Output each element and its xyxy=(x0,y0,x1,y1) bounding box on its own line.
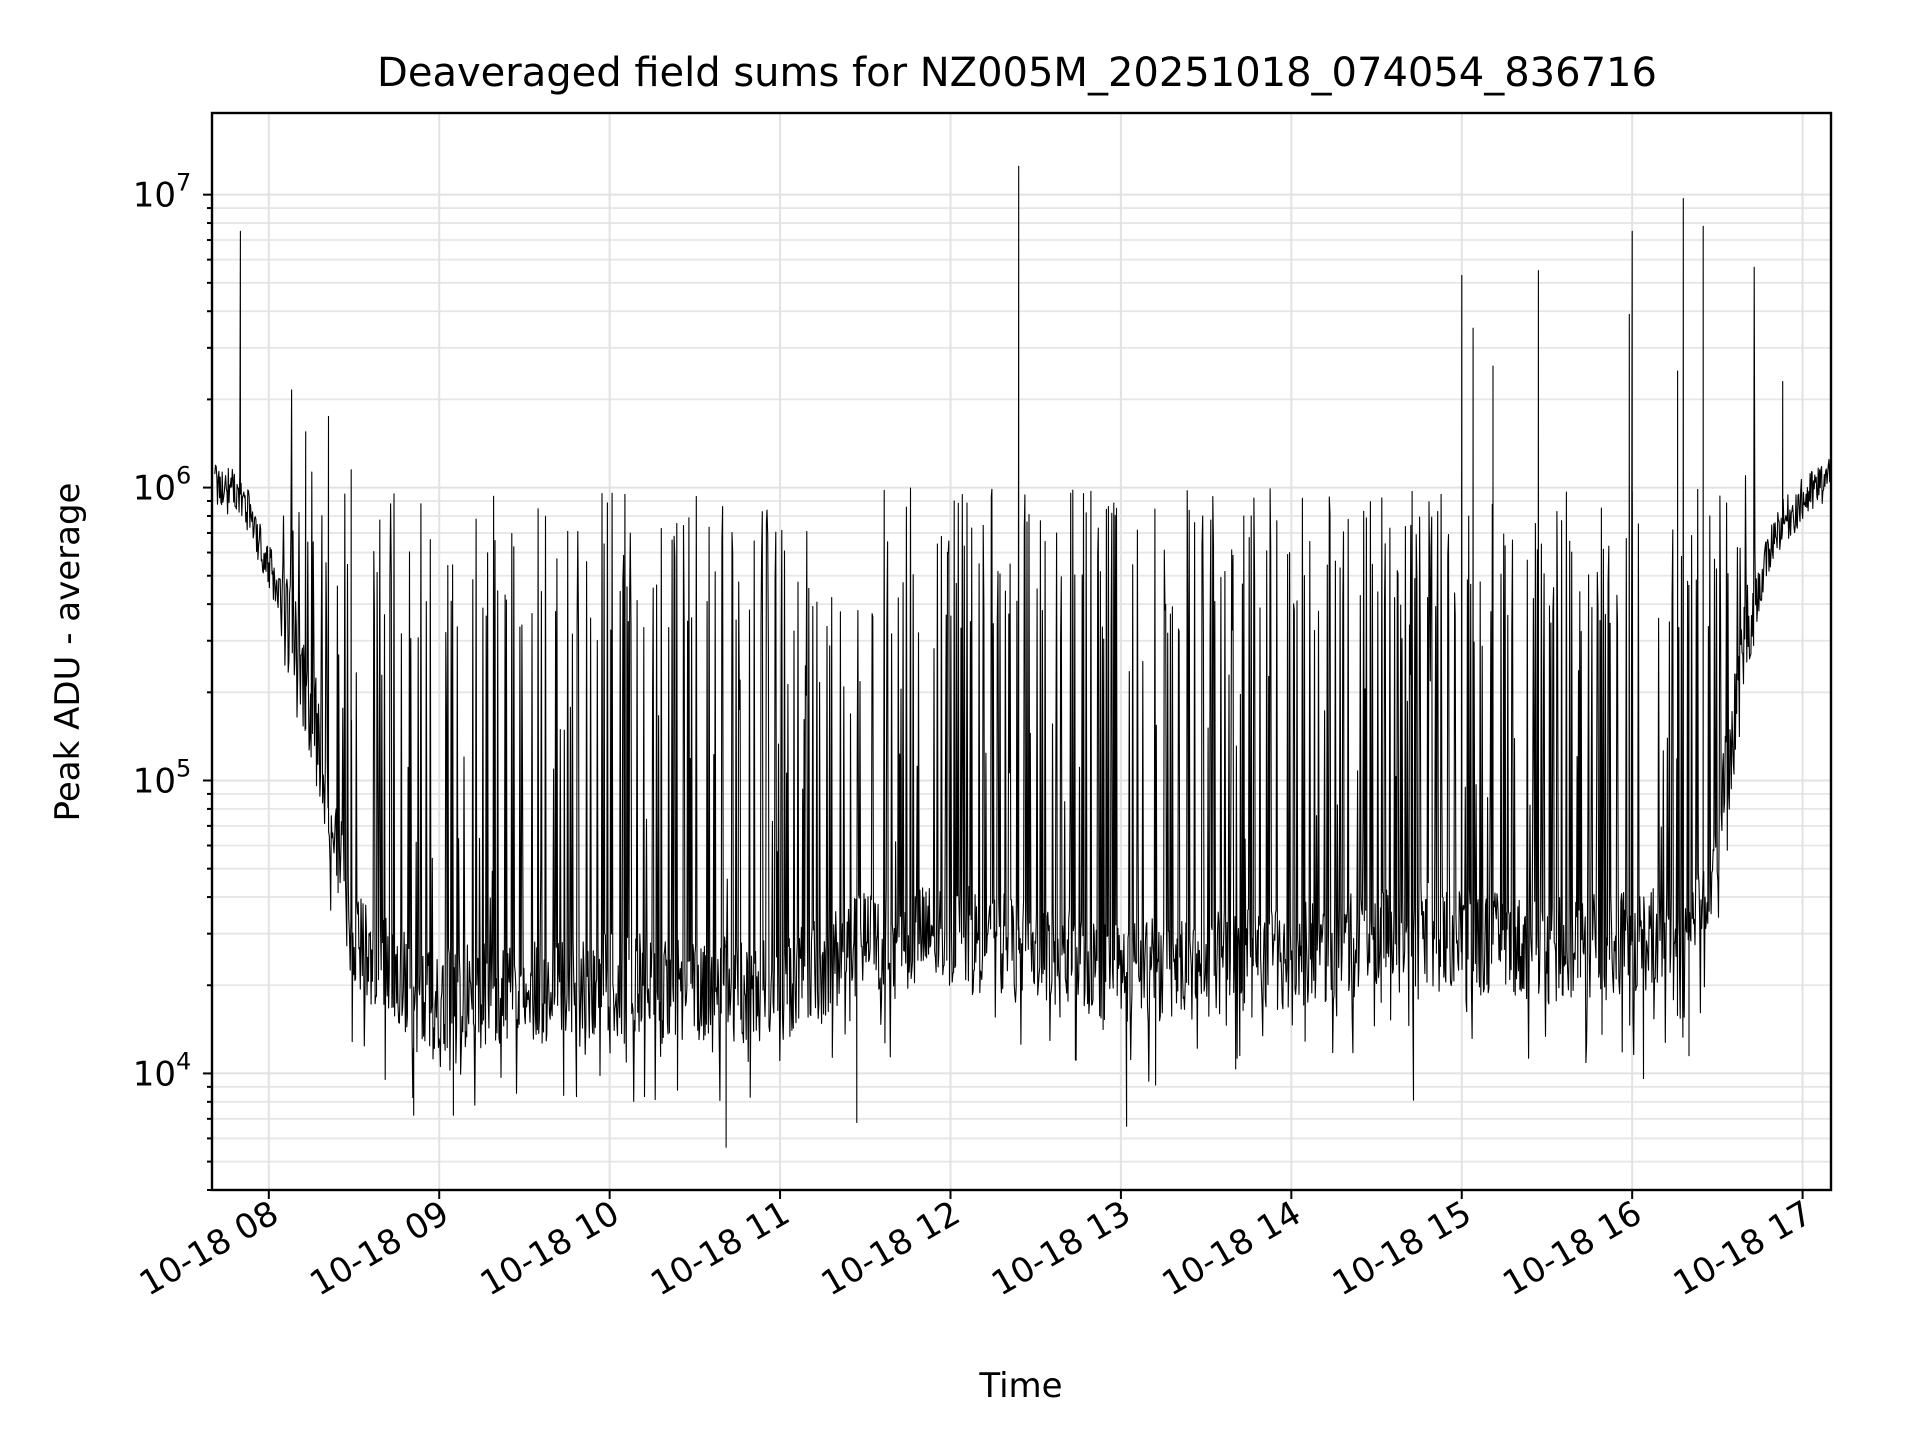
y-tick-label: 104 xyxy=(133,1047,192,1094)
y-tick-label: 106 xyxy=(133,462,192,509)
series-line xyxy=(214,165,1832,1148)
plot-frame xyxy=(210,111,1833,1192)
y-axis: 104 105 106 107 xyxy=(133,169,212,1191)
y-tick-label: 107 xyxy=(133,169,192,216)
series-group xyxy=(214,165,1832,1148)
y-tick-label: 105 xyxy=(133,755,192,802)
y-axis-label: Peak ADU - average xyxy=(48,483,88,822)
chart-title: Deaveraged field sums for NZ005M_2025101… xyxy=(377,50,1657,96)
x-axis-label: Time xyxy=(978,1366,1062,1406)
